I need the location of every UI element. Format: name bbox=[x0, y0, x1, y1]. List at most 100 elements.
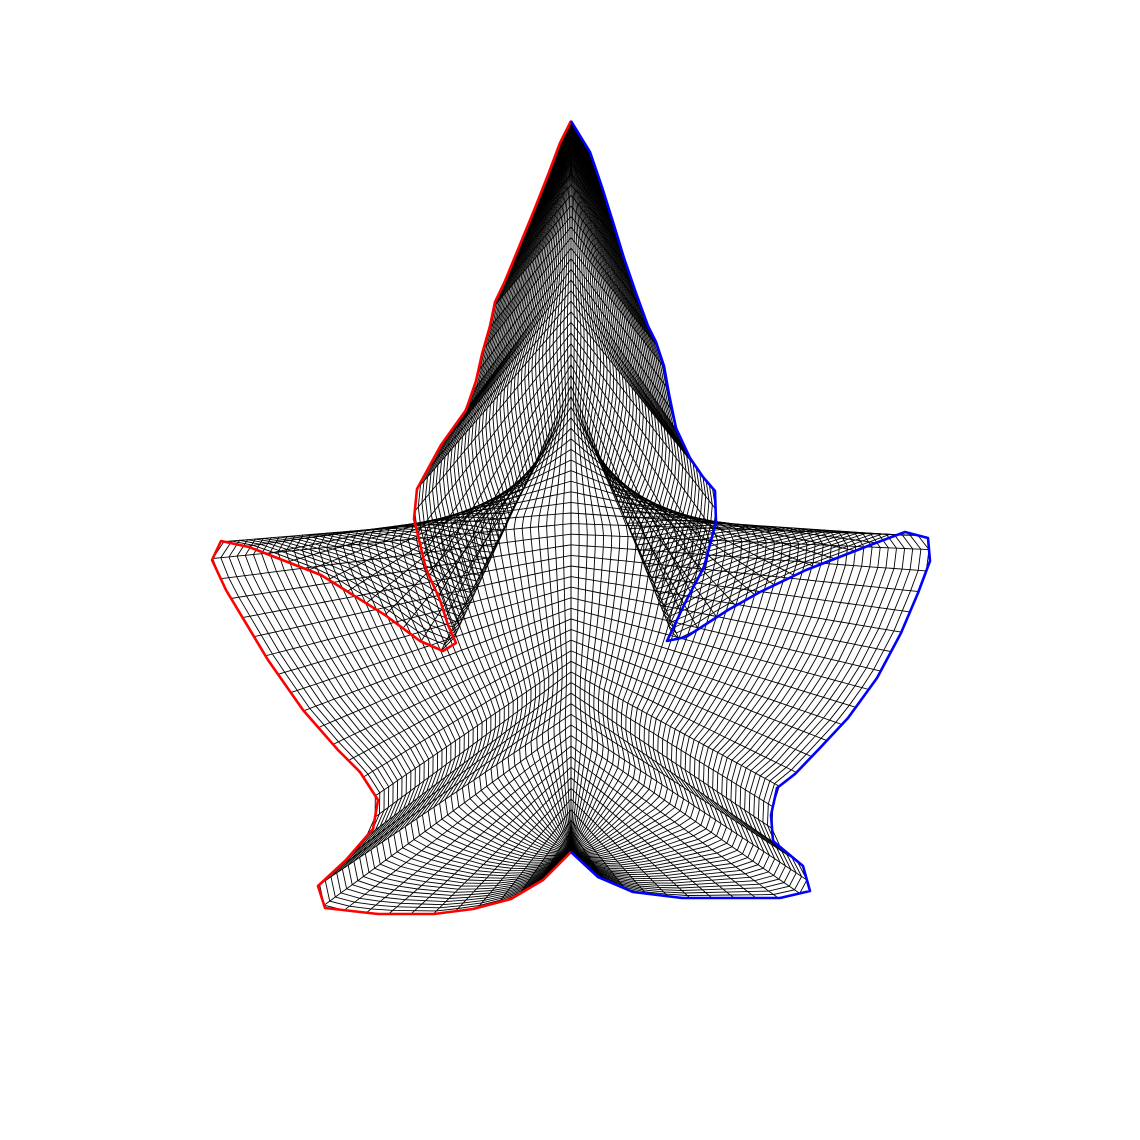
cross-mesh-line-36 bbox=[245, 501, 877, 547]
cross-mesh-line-1 bbox=[560, 131, 583, 142]
left-mesh-line-30 bbox=[326, 120, 572, 874]
cross-mesh-line-62 bbox=[432, 777, 713, 915]
right-mesh-line-2 bbox=[570, 120, 588, 853]
right-mesh-line-7 bbox=[570, 120, 629, 853]
cross-mesh-line-57 bbox=[323, 724, 808, 906]
left-mesh-line-24 bbox=[375, 120, 572, 861]
cross-mesh-line-47 bbox=[318, 618, 856, 729]
cross-mesh-line-28 bbox=[402, 416, 718, 629]
cross-mesh-line-2 bbox=[552, 141, 593, 163]
cross-mesh-line-55 bbox=[335, 703, 781, 870]
cross-mesh-line-38 bbox=[212, 523, 918, 559]
cross-mesh-line-51 bbox=[375, 660, 797, 797]
right-mesh-line-10 bbox=[570, 120, 653, 853]
right-mesh-line-36 bbox=[570, 120, 865, 880]
cross-mesh-line-16 bbox=[437, 289, 688, 453]
right-mesh-line-1 bbox=[570, 120, 580, 853]
right-mesh-line-5 bbox=[570, 120, 613, 853]
cross-mesh-line-44 bbox=[277, 586, 892, 675]
cross-mesh-line-60 bbox=[388, 756, 757, 915]
left-mesh-line-41 bbox=[236, 120, 572, 906]
cross-mesh-line-18 bbox=[416, 310, 713, 490]
right-mesh-line-35 bbox=[570, 120, 857, 877]
right-mesh-line-38 bbox=[570, 120, 881, 884]
cross-mesh-line-37 bbox=[223, 512, 897, 543]
cross-mesh-line-3 bbox=[544, 152, 601, 183]
cross-mesh-line-11 bbox=[482, 236, 658, 350]
right-mesh-line-27 bbox=[570, 120, 792, 863]
left-mesh-line-35 bbox=[285, 120, 572, 887]
right-mesh-line-34 bbox=[570, 120, 849, 875]
left-mesh-line-31 bbox=[318, 120, 572, 877]
cross-mesh-line-68 bbox=[554, 840, 588, 869]
cross-mesh-line-58 bbox=[343, 734, 800, 911]
right-mesh-line-30 bbox=[570, 120, 816, 868]
cross-mesh-line-41 bbox=[242, 554, 919, 619]
cross-mesh-line-9 bbox=[493, 215, 642, 307]
cross-mesh-line-50 bbox=[363, 650, 812, 778]
cross-mesh-line-42 bbox=[253, 565, 911, 638]
right-mesh-line-29 bbox=[570, 120, 808, 866]
cross-mesh-line-22 bbox=[428, 353, 702, 577]
cross-mesh-line-49 bbox=[348, 639, 828, 761]
right-mesh-line-9 bbox=[570, 120, 645, 853]
cross-mesh-line-59 bbox=[366, 745, 779, 914]
cross-mesh-line-33 bbox=[308, 470, 815, 571]
left-mesh-line-29 bbox=[334, 120, 572, 872]
cross-mesh-line-21 bbox=[422, 342, 709, 556]
left-mesh-line-27 bbox=[350, 120, 572, 867]
left-mesh-line-13 bbox=[464, 120, 572, 853]
left-mesh-line-2 bbox=[554, 120, 572, 853]
cross-mesh-line-10 bbox=[489, 226, 649, 329]
right-boundary-curve bbox=[569, 120, 932, 900]
cross-mesh-line-7 bbox=[511, 194, 627, 266]
right-mesh-line-24 bbox=[570, 120, 767, 859]
left-mesh-line-7 bbox=[513, 120, 572, 853]
cross-mesh-line-17 bbox=[427, 300, 700, 471]
left-mesh-line-10 bbox=[489, 120, 572, 853]
left-mesh-line-42 bbox=[228, 120, 572, 909]
cross-mesh-line-63 bbox=[455, 787, 691, 912]
right-mesh-line-15 bbox=[570, 120, 694, 853]
cross-mesh-line-19 bbox=[414, 321, 716, 512]
right-mesh-line-32 bbox=[570, 120, 832, 872]
cross-mesh-line-54 bbox=[351, 692, 773, 854]
left-mesh-line-39 bbox=[252, 120, 572, 899]
cross-mesh-line-29 bbox=[384, 427, 736, 616]
cross-mesh-line-20 bbox=[417, 332, 715, 534]
right-mesh-line-3 bbox=[570, 120, 596, 853]
cross-mesh-line-45 bbox=[290, 597, 881, 694]
right-mesh-line-11 bbox=[570, 120, 661, 853]
left-mesh-line-34 bbox=[293, 120, 572, 884]
right-mesh-line-25 bbox=[570, 120, 775, 860]
cross-mesh-line-40 bbox=[231, 544, 927, 599]
right-mesh-line-40 bbox=[570, 120, 897, 889]
right-mesh-line-6 bbox=[570, 120, 621, 853]
cross-mesh-line-4 bbox=[536, 162, 607, 204]
right-mesh-line-4 bbox=[570, 120, 604, 853]
mesh-horizontal-lines bbox=[212, 131, 930, 915]
cross-mesh-line-6 bbox=[519, 183, 620, 245]
cross-mesh-line-5 bbox=[528, 173, 614, 225]
cross-mesh-line-24 bbox=[445, 374, 682, 618]
cross-mesh-line-23 bbox=[438, 363, 691, 597]
cross-mesh-line-39 bbox=[220, 533, 930, 580]
cross-mesh-line-67 bbox=[538, 829, 606, 883]
cross-mesh-line-15 bbox=[450, 279, 679, 433]
right-mesh-line-31 bbox=[570, 120, 824, 870]
cross-mesh-line-13 bbox=[471, 257, 669, 393]
cross-mesh-line-43 bbox=[265, 576, 902, 657]
left-mesh-line-17 bbox=[432, 120, 572, 853]
cross-mesh-line-12 bbox=[477, 247, 665, 372]
left-mesh-line-23 bbox=[383, 120, 572, 860]
right-mesh-line-8 bbox=[570, 120, 637, 853]
left-mesh-line-40 bbox=[244, 120, 572, 903]
left-mesh-line-26 bbox=[358, 120, 572, 865]
cross-mesh-line-35 bbox=[266, 491, 856, 555]
cross-mesh-line-8 bbox=[502, 205, 634, 287]
cross-mesh-line-30 bbox=[365, 438, 756, 604]
cross-mesh-line-34 bbox=[287, 480, 836, 563]
left-mesh-line-33 bbox=[301, 120, 572, 882]
